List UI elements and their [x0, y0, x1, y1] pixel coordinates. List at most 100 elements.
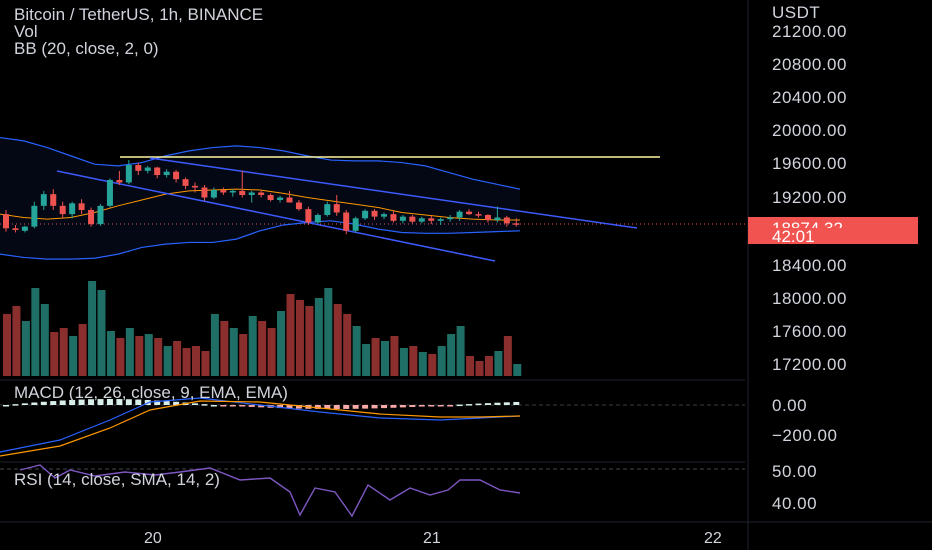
macd-histogram-bar — [324, 405, 331, 409]
candle-body — [456, 211, 463, 218]
macd-pane — [0, 397, 745, 457]
drawn-trendlines — [56, 156, 660, 262]
candle-body — [494, 217, 501, 220]
volume-bar — [173, 341, 182, 376]
bar-countdown: 42:01 — [748, 228, 918, 245]
volume-bar — [40, 304, 49, 376]
volume-bar — [135, 336, 144, 376]
volume-bar — [314, 298, 323, 376]
volume-bar — [220, 321, 229, 376]
vol-legend[interactable]: Vol — [14, 22, 38, 41]
volume-bar — [437, 346, 446, 376]
rsi-line — [19, 464, 521, 518]
macd-histogram-bar — [69, 399, 76, 405]
candle-body — [248, 192, 255, 196]
price-tick: 20000.00 — [772, 121, 847, 140]
volume-bar — [239, 334, 248, 376]
candle-body — [3, 214, 9, 229]
candle-body — [305, 209, 312, 223]
time-tick: 22 — [704, 530, 722, 547]
macd-histogram-bar — [333, 405, 340, 409]
candle-body — [371, 210, 378, 217]
price-tick: 20400.00 — [772, 88, 847, 107]
macd-histogram-bar — [475, 403, 482, 406]
candle-body — [144, 167, 151, 171]
price-tick: 21200.00 — [772, 22, 847, 41]
volume-bar — [229, 328, 238, 376]
candle-body — [50, 194, 57, 206]
candle-body — [484, 214, 491, 220]
volume-bar — [352, 326, 361, 376]
macd-histogram-bar — [258, 405, 265, 408]
volume-bar — [163, 346, 172, 376]
candle-body — [135, 165, 142, 171]
volume-bar — [466, 356, 475, 376]
macd-histogram-bar — [314, 405, 321, 409]
candle-body — [503, 217, 510, 224]
volume-bar — [333, 304, 342, 376]
symbol-title[interactable]: Bitcoin / TetherUS, 1h, BINANCE — [14, 5, 264, 24]
volume-bar — [210, 314, 219, 376]
macd-histogram-bar — [125, 399, 132, 405]
volume-bar — [381, 341, 389, 376]
candle-body — [267, 195, 274, 200]
macd-legend[interactable]: MACD (12, 26, close, 9, EMA, EMA) — [14, 383, 288, 402]
candle-body — [428, 218, 435, 221]
macd-histogram-bar — [428, 405, 435, 407]
volume-bar — [362, 344, 371, 376]
bb-basis-line — [0, 188, 520, 221]
macd-histogram-bar — [192, 403, 198, 405]
volume-bar — [371, 338, 380, 376]
volume-bar — [88, 281, 97, 376]
candle-body — [69, 203, 76, 215]
time-tick: 20 — [144, 530, 162, 547]
candle-body — [106, 180, 113, 206]
macd-histogram-bar — [399, 405, 406, 408]
candle-body — [116, 180, 123, 183]
macd-histogram-bar — [286, 405, 293, 409]
macd-histogram-bar — [21, 403, 28, 405]
volume-bar — [78, 324, 87, 376]
volume-bar — [475, 361, 484, 376]
macd-histogram-bar — [362, 405, 369, 409]
volume-bar — [258, 321, 267, 376]
volume-bar — [3, 314, 11, 376]
candle-body — [466, 211, 473, 215]
macd-histogram-bar — [210, 405, 217, 407]
macd-histogram-bar — [239, 405, 246, 407]
volume-bars — [3, 281, 522, 376]
candle-body — [314, 214, 321, 223]
macd-histogram-bar — [503, 402, 510, 405]
macd-histogram-bar — [277, 405, 284, 409]
volume-bar — [97, 290, 106, 376]
macd-histogram-bar — [248, 405, 255, 407]
candle-body — [381, 214, 387, 217]
macd-histogram-bar — [371, 405, 378, 409]
volume-bar — [201, 351, 210, 376]
macd-tick: 0.00 — [772, 396, 808, 415]
volume-bar — [343, 314, 352, 376]
macd-histogram-bar — [154, 400, 161, 405]
macd-histogram-bar — [352, 405, 359, 409]
volume-bar — [418, 352, 427, 376]
signal-line — [0, 400, 521, 457]
macd-histogram-bar — [163, 401, 170, 405]
volume-bar — [12, 306, 21, 376]
price-tick: 18000.00 — [772, 289, 847, 308]
price-tick: 19200.00 — [772, 188, 847, 207]
macd-tick: −200.00 — [772, 426, 838, 445]
macd-histogram-bar — [390, 405, 397, 408]
bb-legend[interactable]: BB (20, close, 2, 0) — [14, 39, 159, 58]
volume-bar — [144, 334, 153, 376]
rsi-pane — [0, 464, 745, 518]
candle-body — [399, 216, 406, 221]
macd-histogram-bar — [466, 404, 473, 406]
volume-bar — [69, 336, 78, 376]
candle-body — [390, 214, 397, 221]
candle-body — [475, 214, 482, 216]
macd-histogram-bar — [447, 405, 454, 407]
volume-bar — [484, 356, 493, 376]
rsi-legend[interactable]: RSI (14, close, SMA, 14, 2) — [14, 470, 220, 489]
